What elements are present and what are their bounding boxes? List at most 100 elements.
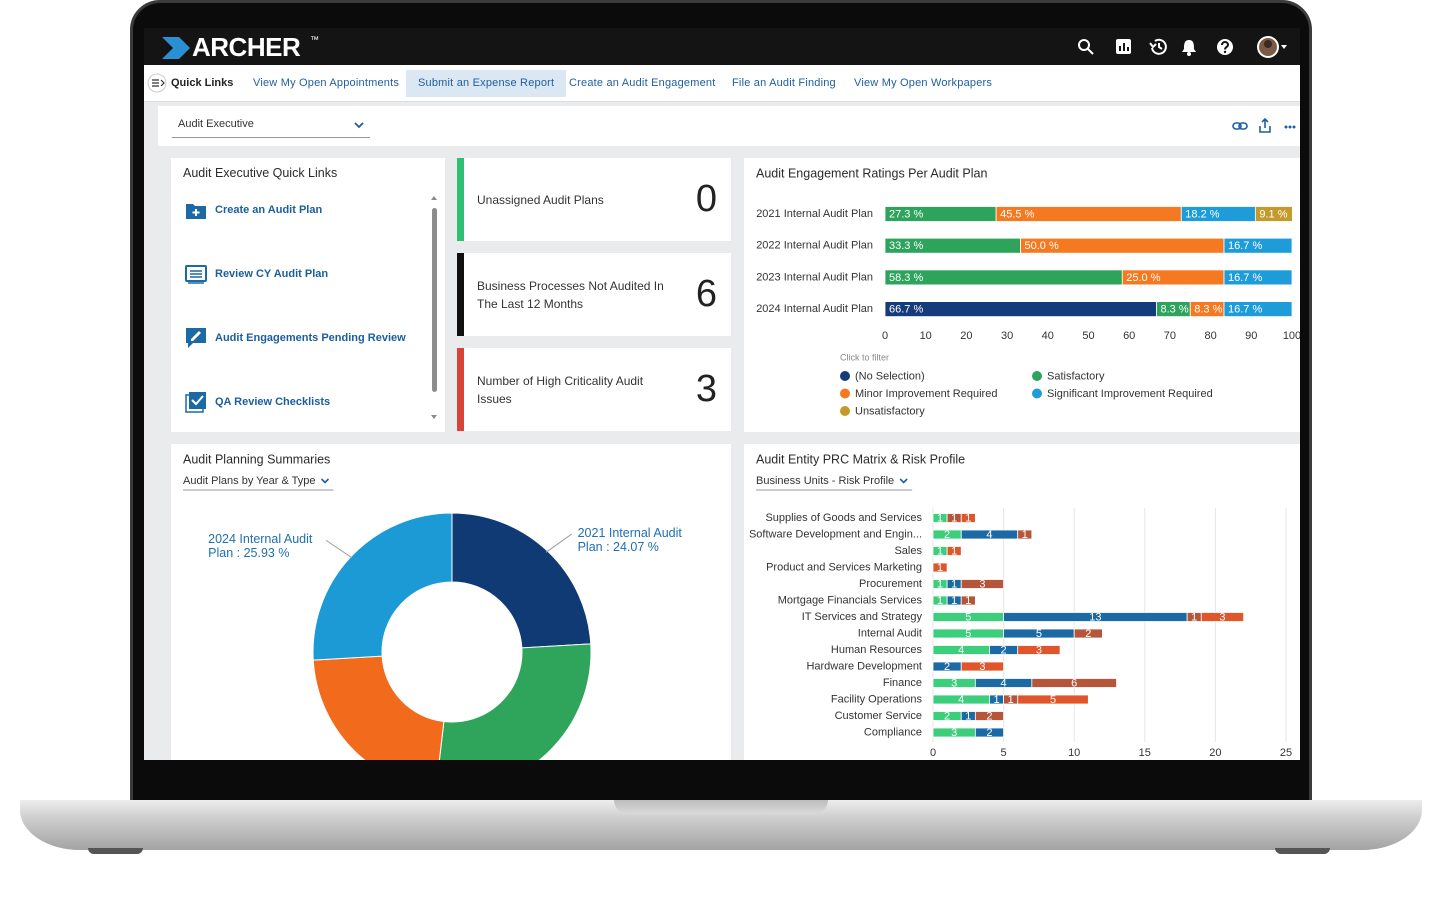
donut-slice: [312, 655, 445, 760]
quick-link[interactable]: Create an Audit Engagement: [569, 77, 716, 89]
leader-line: [325, 539, 353, 559]
data-label: 1: [1008, 694, 1014, 706]
bar-segment: [1223, 237, 1293, 254]
bar-segment: [1017, 694, 1089, 705]
leader-line: [545, 533, 572, 553]
donut-slice: [312, 512, 453, 661]
legend-swatch: [1032, 388, 1042, 399]
bar-segment: [960, 579, 1005, 589]
menu-toggle[interactable]: [147, 73, 167, 93]
data-label: 1: [993, 694, 999, 706]
quick-link[interactable]: View My Open Workpapers: [854, 77, 993, 89]
chevron: [899, 478, 908, 484]
legend-swatch: [1032, 371, 1042, 381]
kpi-label: Unassigned Audit Plans: [477, 192, 604, 207]
data-label: 8.3 %: [1194, 304, 1222, 316]
donut-slice: [451, 512, 592, 649]
scrollbar[interactable]: [429, 194, 439, 422]
y-tick-label: Product and Services Marketing: [766, 561, 922, 573]
quick-link-item[interactable]: Audit Engagements Pending Review: [185, 326, 406, 350]
chart-title: Audit Entity PRC Matrix & Risk Profile: [756, 452, 965, 466]
bar-segment: [960, 595, 976, 606]
data-label: 1: [937, 512, 943, 524]
data-label: 1: [951, 595, 957, 607]
bar-segment: [1223, 269, 1293, 286]
data-label: 13: [1089, 611, 1101, 623]
export-icon[interactable]: [1259, 117, 1271, 133]
kpi-strip: [457, 253, 464, 336]
data-label: 8.3 %: [1160, 304, 1188, 316]
legend-title: Click to filter: [840, 352, 889, 362]
y-tick-label: Procurement: [859, 578, 922, 590]
data-label: 4: [958, 644, 964, 656]
reports-icon[interactable]: [1116, 39, 1131, 54]
data-label: 4: [1001, 677, 1007, 689]
data-label: 1: [951, 545, 957, 557]
icon: [186, 204, 206, 219]
user-avatar[interactable]: [1257, 36, 1287, 58]
y-tick-label: Software Development and Engin...: [749, 528, 922, 540]
x-tick-label: 5: [1001, 747, 1007, 759]
quick-link-item[interactable]: QA Review Checklists: [185, 390, 330, 414]
slice-label: 2021 Internal Audit Plan : 24.07 %: [577, 526, 682, 555]
bar-segment: [1031, 678, 1117, 688]
logo[interactable]: ARCHER ™: [162, 32, 337, 62]
notifications-icon[interactable]: [1182, 40, 1196, 56]
kpi-card[interactable]: Business Processes Not Audited In The La…: [457, 253, 731, 336]
y-tick-label: 2022 Internal Audit Plan: [756, 240, 873, 252]
data-label: 4: [958, 694, 964, 706]
data-label: 3: [951, 677, 957, 689]
data-label: 27.3 %: [889, 208, 923, 220]
quick-link[interactable]: View My Open Appointments: [253, 77, 400, 89]
data-label: 16.7 %: [1228, 272, 1262, 284]
data-label: 1: [1022, 529, 1028, 541]
laptop-foot: [1275, 848, 1330, 854]
x-tick-label: 10: [1068, 747, 1080, 759]
link-icon[interactable]: [1232, 122, 1248, 130]
bar-segment: [946, 546, 962, 556]
data-label: 1: [965, 512, 971, 524]
toolbar-icons: [1232, 117, 1296, 133]
bar-segment: [1200, 612, 1245, 622]
kpi-card[interactable]: Unassigned Audit Plans 0: [457, 158, 731, 241]
legend-label: (No Selection): [855, 370, 925, 382]
x-tick-label: 80: [1204, 330, 1216, 342]
y-tick-label: Mortgage Financials Services: [778, 594, 923, 606]
workspace-selector: Audit Executive: [178, 118, 254, 130]
bar-segment: [974, 727, 1005, 738]
x-tick-label: 20: [960, 330, 972, 342]
data-label: 5: [965, 611, 971, 623]
slice-label: 2024 Internal Audit Plan : 25.93 %: [208, 532, 313, 561]
data-label: 3: [1219, 611, 1225, 623]
trademark: ™: [310, 34, 319, 44]
data-label: 1: [965, 595, 971, 607]
quick-link[interactable]: File an Audit Finding: [732, 77, 836, 89]
quick-link-item[interactable]: Create an Audit Plan: [185, 198, 322, 222]
quick-links-panel: Audit Executive Quick Links Create an Au…: [171, 158, 445, 432]
y-tick-label: Compliance: [864, 726, 922, 738]
x-tick-label: 40: [1042, 330, 1054, 342]
view-selector: Business Units - Risk Profile: [756, 475, 894, 487]
search-icon[interactable]: [1078, 39, 1094, 55]
item-label: Review CY Audit Plan: [215, 268, 329, 280]
icon: [185, 265, 207, 284]
legend-swatch: [840, 388, 850, 399]
y-tick-label: 2023 Internal Audit Plan: [756, 271, 873, 283]
help-icon[interactable]: [1217, 39, 1233, 55]
more-icon[interactable]: [1284, 125, 1296, 129]
kpi-card[interactable]: Number of High Criticality Audit Issues 3: [457, 348, 731, 431]
data-label: 2: [1085, 628, 1091, 640]
quick-link-item[interactable]: Review CY Audit Plan: [185, 262, 328, 286]
panel-title: Audit Executive Quick Links: [183, 166, 338, 180]
legend-label: Minor Improvement Required: [855, 388, 997, 400]
workspace-dropdown[interactable]: Audit Executive: [172, 112, 370, 138]
x-tick-label: 70: [1164, 330, 1176, 342]
history-icon[interactable]: [1149, 38, 1167, 55]
y-tick-label: Finance: [883, 677, 922, 689]
data-label: 3: [1036, 644, 1042, 656]
data-label: 50.0 %: [1025, 240, 1059, 252]
toolbar: Audit Executive: [158, 106, 1300, 146]
data-label: 18.2 %: [1185, 208, 1219, 220]
bar-segment: [1073, 628, 1103, 639]
quick-link[interactable]: Submit an Expense Report: [406, 70, 567, 97]
